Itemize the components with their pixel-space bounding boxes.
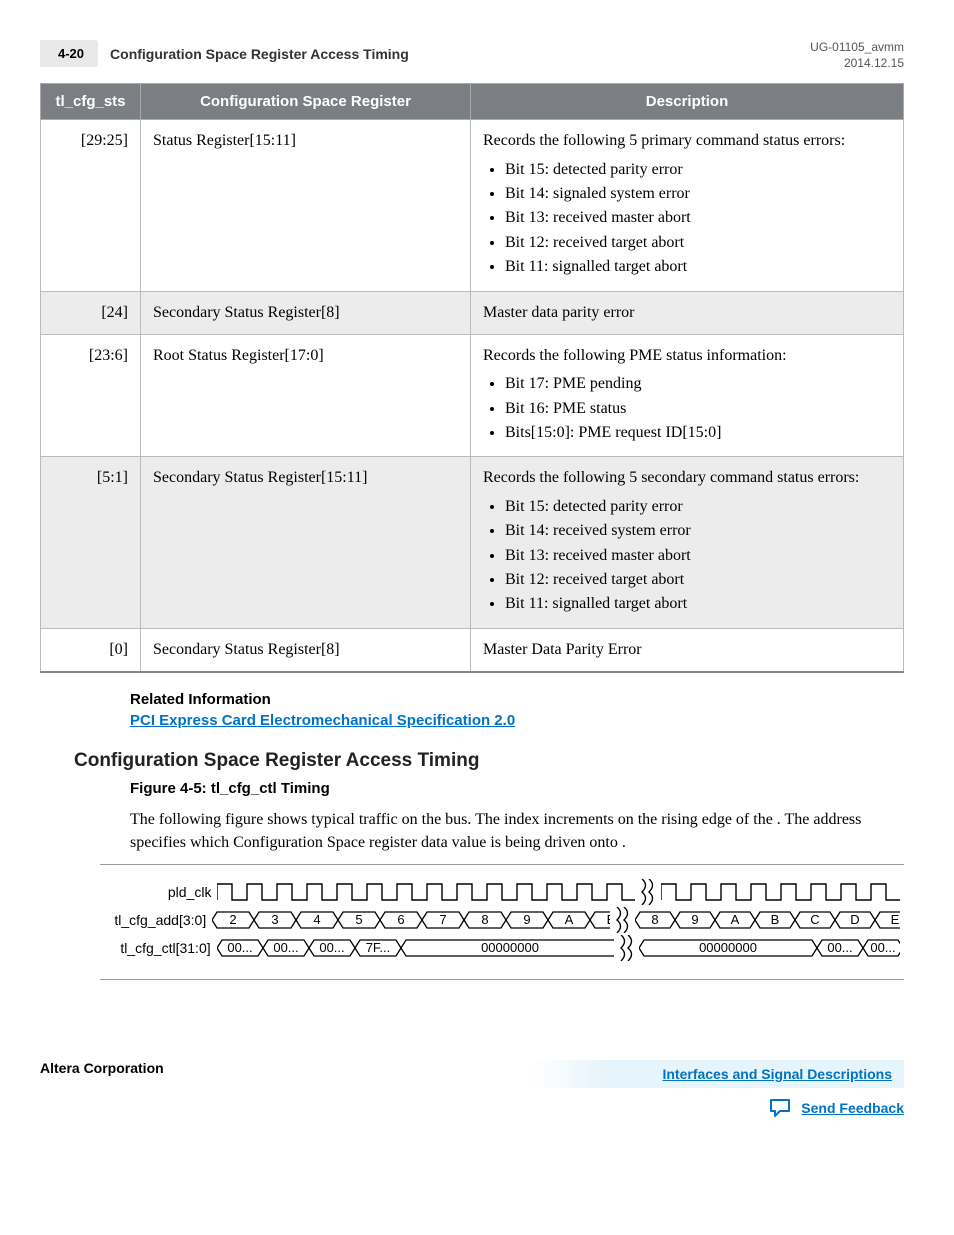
footer-right: Interfaces and Signal Descriptions Send … xyxy=(532,1060,904,1118)
desc-list-item: Bit 16: PME status xyxy=(505,398,891,420)
desc-list-item: Bit 11: signalled target abort xyxy=(505,256,891,278)
waveform-break xyxy=(641,881,655,903)
figure-text: The following figure shows typical traff… xyxy=(130,809,904,854)
svg-text:9: 9 xyxy=(691,912,698,927)
cell-bits: [0] xyxy=(41,628,141,672)
svg-text:A: A xyxy=(731,912,740,927)
desc-list-item: Bit 12: received target abort xyxy=(505,569,891,591)
timing-row-add: tl_cfg_add[3:0] 2 3 4 5 6 7 8 9 A B 8 9 A B C D E xyxy=(104,909,900,931)
svg-text:4: 4 xyxy=(314,912,321,927)
table-row: [5:1]Secondary Status Register[15:11]Rec… xyxy=(41,457,904,628)
feedback-link[interactable]: Send Feedback xyxy=(801,1100,904,1116)
svg-text:B: B xyxy=(607,912,610,927)
svg-text:00...: 00... xyxy=(319,940,344,955)
table-row: [24]Secondary Status Register[8]Master d… xyxy=(41,291,904,334)
table-row: [23:6]Root Status Register[17:0]Records … xyxy=(41,334,904,457)
chapter-link[interactable]: Interfaces and Signal Descriptions xyxy=(662,1066,892,1082)
svg-text:7F...: 7F... xyxy=(365,940,390,955)
signal-label-clk: pld_clk xyxy=(104,884,211,900)
cell-register: Secondary Status Register[8] xyxy=(141,628,471,672)
page-title: Configuration Space Register Access Timi… xyxy=(110,46,409,62)
timing-row-ctl: tl_cfg_ctl[31:0] 00... 00... 00... 7F... 000… xyxy=(104,937,900,959)
svg-text:D: D xyxy=(850,912,859,927)
figure-title: Figure 4-5: tl_cfg_ctl Timing xyxy=(130,780,904,797)
svg-text:C: C xyxy=(810,912,819,927)
waveform-break xyxy=(620,937,634,959)
svg-text:00000000: 00000000 xyxy=(699,940,757,955)
footer-corp: Altera Corporation xyxy=(40,1060,164,1076)
desc-list-item: Bit 14: received system error xyxy=(505,520,891,542)
desc-list-item: Bit 13: received master abort xyxy=(505,545,891,567)
desc-list-item: Bit 13: received master abort xyxy=(505,207,891,229)
register-table: tl_cfg_sts Configuration Space Register … xyxy=(40,83,904,673)
doc-id: UG-01105_avmm xyxy=(810,40,904,56)
svg-text:6: 6 xyxy=(398,912,405,927)
signal-label-ctl: tl_cfg_ctl[31:0] xyxy=(104,940,211,956)
cell-register: Secondary Status Register[8] xyxy=(141,291,471,334)
section-heading: Configuration Space Register Access Timi… xyxy=(74,750,904,772)
svg-text:00...: 00... xyxy=(828,940,853,955)
desc-list-item: Bit 15: detected parity error xyxy=(505,496,891,518)
svg-text:00...: 00... xyxy=(273,940,298,955)
desc-list-item: Bit 15: detected parity error xyxy=(505,159,891,181)
cell-register: Root Status Register[17:0] xyxy=(141,334,471,457)
svg-text:8: 8 xyxy=(651,912,658,927)
cell-bits: [5:1] xyxy=(41,457,141,628)
svg-text:00...: 00... xyxy=(227,940,252,955)
cell-register: Status Register[15:11] xyxy=(141,120,471,291)
cell-description: Records the following 5 secondary comman… xyxy=(471,457,904,628)
svg-text:5: 5 xyxy=(356,912,363,927)
desc-list-item: Bit 14: signaled system error xyxy=(505,183,891,205)
svg-text:8: 8 xyxy=(482,912,489,927)
col-header-register: Configuration Space Register xyxy=(141,84,471,120)
table-row: [29:25]Status Register[15:11]Records the… xyxy=(41,120,904,291)
desc-list-item: Bit 17: PME pending xyxy=(505,373,891,395)
svg-text:A: A xyxy=(565,912,574,927)
page-number-badge: 4-20 xyxy=(40,40,98,67)
cell-bits: [29:25] xyxy=(41,120,141,291)
signal-label-add: tl_cfg_add[3:0] xyxy=(104,912,206,928)
doc-date: 2014.12.15 xyxy=(810,56,904,72)
cell-description: Master Data Parity Error xyxy=(471,628,904,672)
svg-text:2: 2 xyxy=(230,912,237,927)
desc-list-item: Bits[15:0]: PME request ID[15:0] xyxy=(505,422,891,444)
related-heading: Related Information xyxy=(130,691,904,708)
header-left: 4-20 Configuration Space Register Access… xyxy=(40,40,409,67)
feedback-row[interactable]: Send Feedback xyxy=(532,1098,904,1118)
col-header-bits: tl_cfg_sts xyxy=(41,84,141,120)
footer-chapter-bar: Interfaces and Signal Descriptions xyxy=(532,1060,904,1088)
svg-text:9: 9 xyxy=(524,912,531,927)
svg-text:7: 7 xyxy=(440,912,447,927)
desc-list-item: Bit 11: signalled target abort xyxy=(505,593,891,615)
svg-text:B: B xyxy=(771,912,780,927)
timing-row-clk: pld_clk xyxy=(104,881,900,903)
waveform-break xyxy=(616,909,629,931)
page-header: 4-20 Configuration Space Register Access… xyxy=(40,40,904,71)
svg-text:00000000: 00000000 xyxy=(481,940,539,955)
related-info: Related Information PCI Express Card Ele… xyxy=(130,691,904,730)
col-header-description: Description xyxy=(471,84,904,120)
cell-bits: [24] xyxy=(41,291,141,334)
cell-description: Master data parity error xyxy=(471,291,904,334)
svg-text:E: E xyxy=(891,912,900,927)
cell-description: Records the following PME status informa… xyxy=(471,334,904,457)
desc-list-item: Bit 12: received target abort xyxy=(505,232,891,254)
table-row: [0]Secondary Status Register[8]Master Da… xyxy=(41,628,904,672)
related-link[interactable]: PCI Express Card Electromechanical Speci… xyxy=(130,712,515,729)
timing-diagram: pld_clk tl_cfg_add[3:0] 2 3 4 5 6 7 8 9 A B 8 9 A B C… xyxy=(100,864,904,980)
cell-bits: [23:6] xyxy=(41,334,141,457)
cell-register: Secondary Status Register[15:11] xyxy=(141,457,471,628)
header-right: UG-01105_avmm 2014.12.15 xyxy=(810,40,904,71)
svg-text:3: 3 xyxy=(272,912,279,927)
svg-text:00...: 00... xyxy=(871,940,896,955)
feedback-icon xyxy=(769,1098,793,1118)
cell-description: Records the following 5 primary command … xyxy=(471,120,904,291)
page-footer: Altera Corporation Interfaces and Signal… xyxy=(40,1060,904,1118)
